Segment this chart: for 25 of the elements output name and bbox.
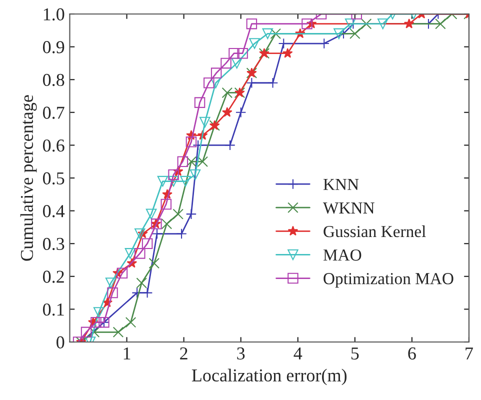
x-tick-label: 5: [351, 348, 359, 360]
y-tick-label: 0.3: [43, 238, 64, 250]
x-tick-label: 3: [237, 347, 245, 360]
y-axis-title: Cumulative percentage: [20, 95, 37, 261]
x-axis-title: Localization error(m): [192, 368, 347, 386]
x-tick-label: 6: [408, 347, 416, 360]
y-tick-label: 0.5: [43, 172, 64, 185]
legend-label: KNN: [323, 178, 359, 190]
y-tick-label: 0.2: [43, 270, 64, 283]
legend-label: WKNN: [322, 202, 374, 214]
y-tick-label: 1.0: [44, 8, 64, 21]
y-tick-label: 0.6: [43, 139, 64, 152]
legend-label: Gussian Kernel: [324, 225, 426, 238]
y-tick-label: 0.8: [43, 74, 64, 86]
x-tick-label: 1: [124, 347, 130, 360]
x-tick-label: 2: [180, 347, 188, 360]
y-tick-label: 0.9: [43, 41, 64, 54]
x-tick-label: 4: [294, 348, 302, 360]
y-tick-label: 0.1: [43, 303, 64, 316]
legend-label: MAO: [323, 250, 362, 261]
y-tick-label: 0.4: [43, 205, 65, 218]
legend-label: Optimization MAO: [324, 273, 454, 288]
y-tick-label: 0: [56, 336, 64, 348]
y-tick-label: 0.7: [43, 106, 64, 119]
x-tick-label: 7: [466, 348, 473, 360]
